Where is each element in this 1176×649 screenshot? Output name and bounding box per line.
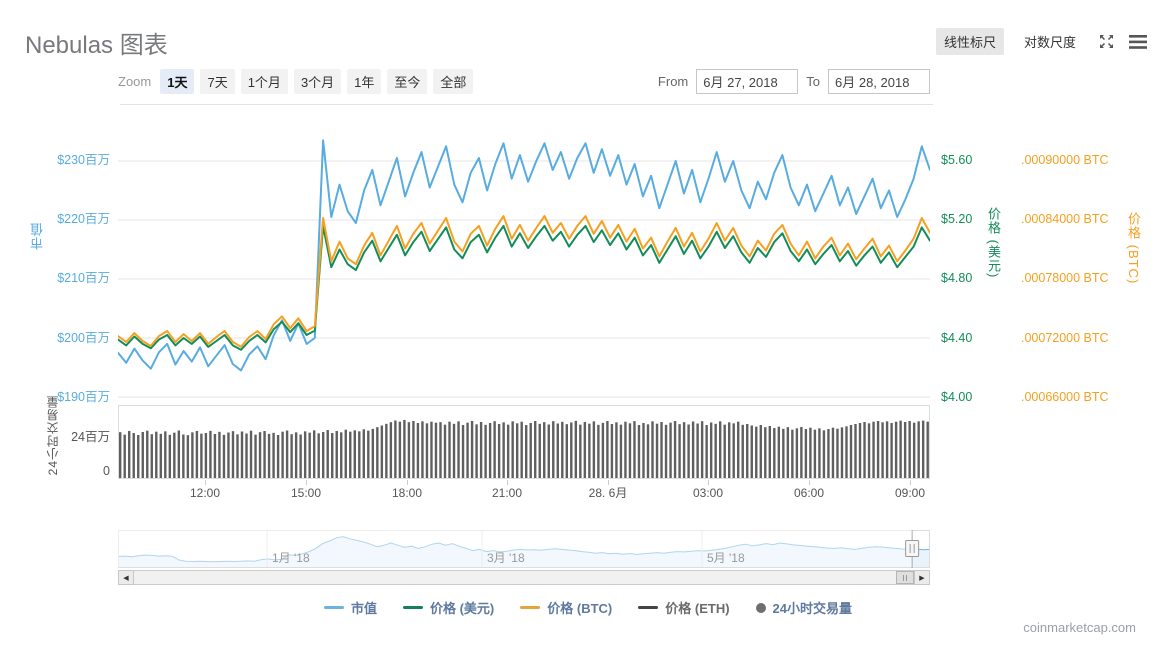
zoom-label: Zoom (118, 74, 152, 89)
zoom-buttons: 1天 7天 1个月 3个月 1年 至今 全部 (160, 69, 474, 94)
navigator-month-label: 1月 '18 (272, 551, 310, 565)
volume-tick: 24百万 (71, 430, 110, 444)
x-tick-label: 28. 6月 (578, 480, 638, 500)
legend-marker-line (638, 606, 659, 609)
scale-toolbar: 线性标尺 对数尺度 (935, 28, 1148, 55)
volume-tick: 0 (103, 464, 110, 478)
x-tick-label: 15:00 (276, 480, 336, 500)
legend: 市值 价格 (美元) 价格 (BTC) 价格 (ETH) 24小时交易量 (0, 598, 1176, 617)
btc-tick: .00066000 BTC (1021, 390, 1109, 404)
navigator-month-label: 3月 '18 (487, 551, 525, 565)
fullscreen-icon[interactable] (1096, 33, 1116, 51)
scrollbar-thumb[interactable] (896, 571, 914, 584)
scrollbar-left-arrow-icon[interactable]: ◀ (118, 570, 134, 585)
legend-marker-line (520, 606, 541, 609)
x-tick-label: 18:00 (377, 480, 437, 500)
zoom-button-ytd[interactable]: 至今 (387, 69, 428, 94)
watermark: coinmarketcap.com (1023, 620, 1136, 635)
btc-tick: .00090000 BTC (1021, 153, 1109, 167)
mcap-tick: $220百万 (57, 212, 110, 226)
legend-item-price-eth[interactable]: 价格 (ETH) (638, 598, 730, 617)
legend-item-volume[interactable]: 24小时交易量 (755, 598, 852, 617)
x-tick-mark (507, 480, 508, 485)
x-tick-mark (809, 480, 810, 485)
x-tick-label: 21:00 (477, 480, 537, 500)
price-btc-axis-title: 价格 (BTC) (1126, 212, 1141, 285)
x-tick-label: 03:00 (678, 480, 738, 500)
x-tick-mark (708, 480, 709, 485)
zoom-button-3m[interactable]: 3个月 (293, 69, 342, 94)
usd-tick: $5.60 (941, 153, 973, 167)
scrollbar-track[interactable] (134, 570, 914, 585)
price-usd-axis-title: 价格 (美元) (986, 207, 1001, 279)
legend-marker-line (323, 606, 344, 609)
zoom-row: Zoom 1天 7天 1个月 3个月 1年 至今 全部 From To (118, 69, 930, 94)
usd-tick: $4.40 (941, 331, 973, 345)
usd-tick: $4.80 (941, 271, 973, 285)
page-title: Nebulas 图表 (25, 32, 168, 59)
mcap-tick: $200百万 (57, 331, 110, 345)
range-navigator[interactable] (118, 530, 930, 568)
from-date-input[interactable] (696, 69, 799, 94)
legend-marker-circle (755, 602, 766, 613)
to-label: To (806, 74, 820, 89)
navigator-handle (905, 540, 920, 557)
zoom-button-1y[interactable]: 1年 (347, 69, 382, 94)
log-scale-button[interactable]: 对数尺度 (1023, 35, 1076, 50)
zoom-button-all[interactable]: 全部 (433, 69, 474, 94)
x-tick-label: 09:00 (880, 480, 940, 500)
x-tick-label: 12:00 (175, 480, 235, 500)
mcap-tick: $230百万 (57, 153, 110, 167)
navigator-month-label: 5月 '18 (707, 551, 745, 565)
usd-tick: $5.20 (941, 212, 973, 226)
mcap-tick: $190百万 (57, 390, 110, 404)
btc-tick: .00072000 BTC (1021, 331, 1109, 345)
scrollbar-right-arrow-icon[interactable]: ▶ (914, 570, 930, 585)
x-tick-mark (407, 480, 408, 485)
legend-item-price-btc[interactable]: 价格 (BTC) (520, 598, 612, 617)
menu-icon[interactable] (1128, 33, 1148, 51)
x-tick-mark (306, 480, 307, 485)
chart-scrollbar: ◀ ▶ (118, 570, 930, 585)
date-range-group: From To (658, 69, 930, 94)
from-label: From (657, 74, 689, 89)
legend-item-price-usd[interactable]: 价格 (美元) (402, 598, 494, 617)
legend-marker-line (402, 606, 423, 609)
volume-chart-plot[interactable] (118, 405, 930, 480)
zoom-button-1m[interactable]: 1个月 (240, 69, 288, 94)
main-chart-plot[interactable] (118, 110, 930, 410)
to-date-input[interactable] (828, 69, 930, 94)
legend-item-market-cap[interactable]: 市值 (323, 598, 377, 617)
usd-tick: $4.00 (941, 390, 973, 404)
btc-tick: .00084000 BTC (1021, 212, 1109, 226)
divider (120, 104, 933, 105)
linear-scale-button[interactable]: 线性标尺 (935, 28, 1004, 55)
x-tick-mark (205, 480, 206, 485)
zoom-button-7d[interactable]: 7天 (200, 69, 235, 94)
zoom-button-1d[interactable]: 1天 (160, 69, 195, 94)
x-tick-mark (608, 480, 609, 485)
mcap-tick: $210百万 (57, 271, 110, 285)
btc-tick: .00078000 BTC (1021, 271, 1109, 285)
x-tick-label: 06:00 (779, 480, 839, 500)
x-tick-mark (910, 480, 911, 485)
